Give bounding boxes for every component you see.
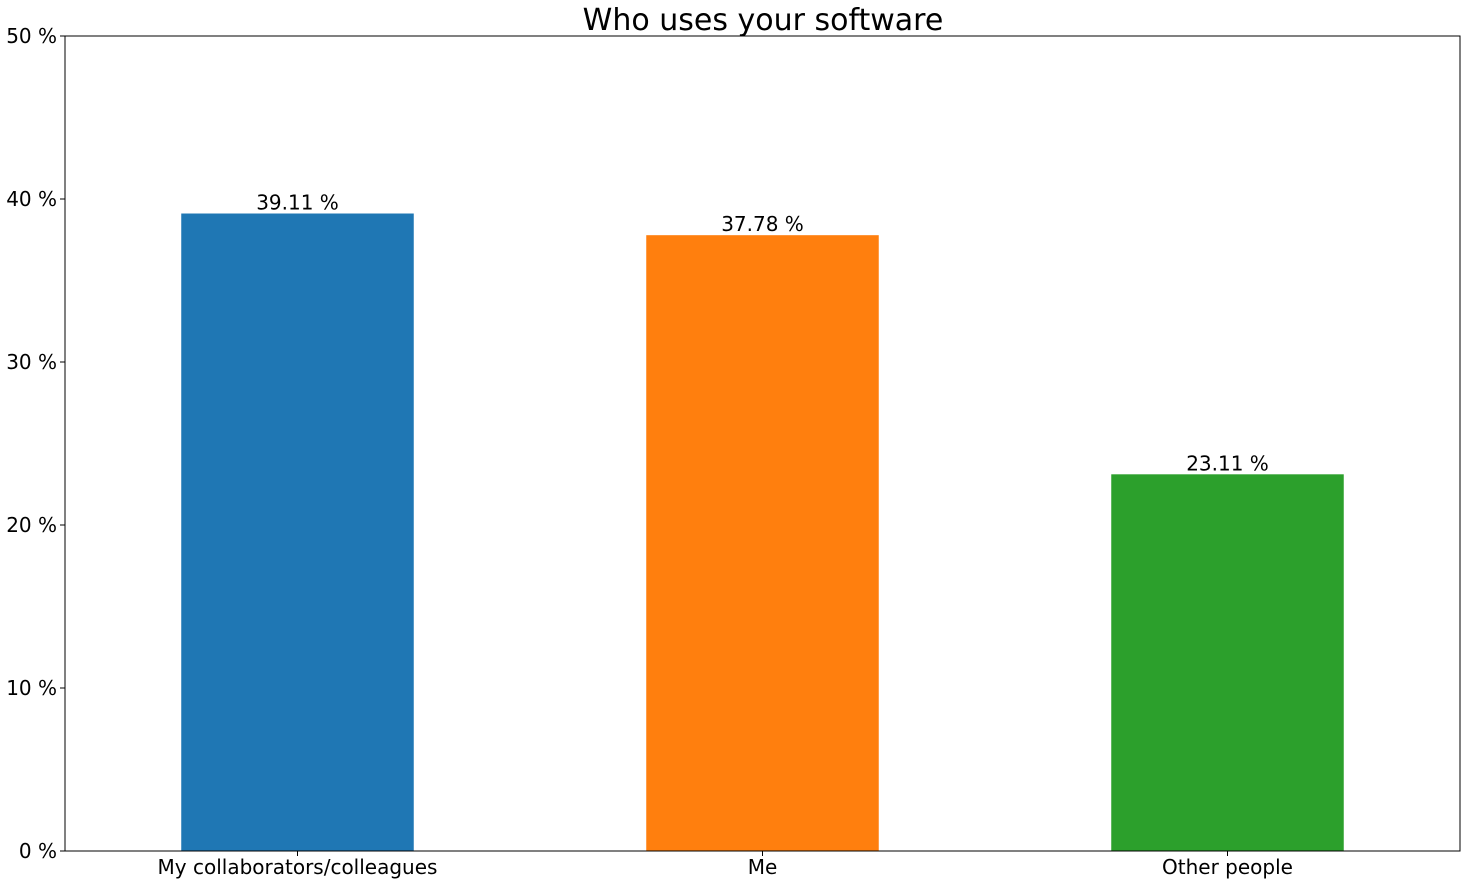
y-tick-label: 40 % [6,187,57,211]
x-tick-label: Me [748,855,778,879]
y-tick-label: 20 % [6,513,57,537]
data-label: 23.11 % [1186,451,1269,475]
plot-area: 0 % 10 % 20 % 30 % 40 % 50 % My collaborators/… [6,24,1344,879]
y-tick-label: 30 % [6,350,57,374]
x-tick-label: Other people [1162,855,1293,879]
bar [646,235,879,851]
bar [1111,474,1344,851]
data-label: 37.78 % [721,212,804,236]
chart-title: Who uses your software [583,3,944,38]
bar [181,213,414,851]
x-tick-label: My collaborators/colleagues [158,855,438,879]
y-tick-label: 50 % [6,24,57,48]
axes-frame [64,35,1461,852]
data-label: 39.11 % [256,191,339,215]
y-tick-label: 10 % [6,676,57,700]
y-tick-label: 0 % [19,839,57,863]
